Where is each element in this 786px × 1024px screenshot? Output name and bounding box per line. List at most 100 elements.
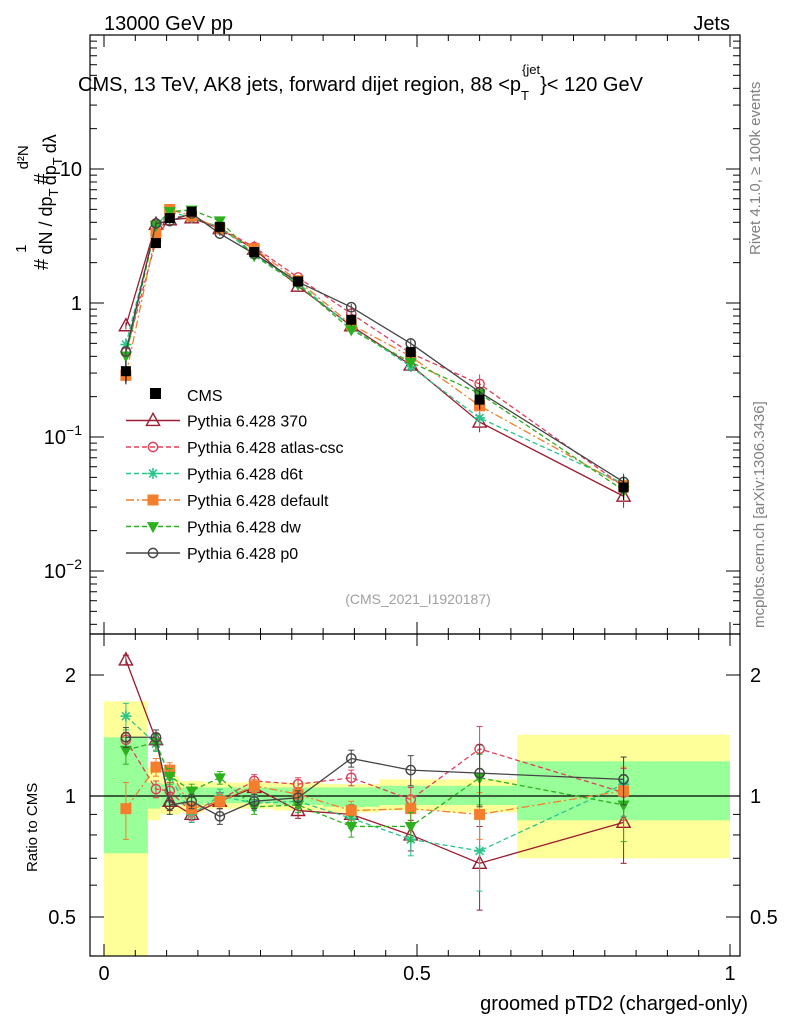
legend-entry-cms: CMS [150, 388, 223, 405]
ratio-point [345, 822, 358, 834]
band-green [323, 787, 380, 807]
main-plot: 10−2 10−1 1 10 [44, 34, 741, 635]
ratio-point [474, 845, 486, 857]
ylabel-hash1: # [31, 258, 53, 270]
ratio-point [119, 745, 132, 757]
energy-label: 13000 GeV pp [104, 13, 233, 35]
ratio-y-tick-label: 1 [65, 786, 76, 808]
ratio-point [617, 800, 630, 812]
ylabel-dlambda: dλ [40, 134, 60, 153]
series-point [404, 357, 417, 369]
legend-marker [147, 547, 159, 559]
star-stroke [475, 413, 485, 423]
series-point [345, 325, 358, 337]
legend-marker [147, 494, 159, 506]
data-point [249, 247, 260, 258]
main-frame [89, 34, 741, 635]
data-point [293, 276, 304, 287]
x-tick-label: 0.5 [403, 963, 431, 985]
series-line [125, 210, 624, 485]
legend-entry: Pythia 6.428 atlas-csc [126, 440, 344, 457]
ratio-point [345, 753, 357, 764]
ratio-point [405, 764, 417, 776]
legend-marker [146, 522, 160, 534]
legend-entry: Pythia 6.428 dw [126, 520, 301, 537]
legend-marker [145, 411, 161, 427]
chart-title-group: CMS, 13 TeV, AK8 jets, forward dijet reg… [78, 62, 644, 103]
series-point [150, 227, 162, 239]
ratio-ylabel: Ratio to CMS [24, 783, 41, 872]
ratio-point [214, 795, 226, 807]
ylabel-den2: dp [40, 165, 60, 185]
ylabel-hash2: # [31, 173, 53, 185]
x-axis-label: groomed pTD2 (charged-only) [480, 993, 748, 1015]
ratio-point [618, 774, 629, 785]
main-y-tick-label: 10 [60, 159, 82, 181]
legend-marker-cms [150, 388, 161, 399]
legend-entry: Pythia 6.428 370 [126, 411, 307, 431]
legend-entry: Pythia 6.428 p0 [126, 546, 298, 563]
main-y-tick-label: 10−2 [44, 556, 82, 583]
ratio-point [150, 731, 162, 743]
data-series-cms [120, 206, 629, 500]
ratio-point [164, 799, 176, 811]
ratio-series-pythia-6-428-p0 [120, 727, 629, 825]
main-y-tick-label: 1 [71, 293, 82, 315]
x-tick-label: 1 [724, 963, 735, 985]
main-y-tick-label: 10−1 [44, 422, 82, 449]
chart-title-sub: T [521, 88, 529, 103]
ylabel-sub1: T [46, 188, 61, 196]
legend-label: Pythia 6.428 370 [187, 414, 307, 431]
mcplots-credit: mcplots.cern.ch [arXiv:1306.3436] [751, 401, 768, 628]
legend-label: Pythia 6.428 dw [187, 520, 301, 537]
rivet-version: Rivet 4.1.0, ≥ 100k events [747, 82, 764, 255]
ratio-point [345, 805, 357, 817]
legend-entry: Pythia 6.428 default [126, 493, 329, 510]
ratio-point [345, 772, 357, 784]
ratio-point [290, 801, 306, 817]
category-label: Jets [693, 13, 730, 35]
data-point [150, 238, 161, 249]
ylabel-d2n: d²N [15, 145, 32, 169]
ratio-point [474, 767, 485, 779]
ratio-point [404, 822, 417, 834]
data-point [618, 482, 629, 493]
data-point [405, 347, 416, 358]
ratio-point [164, 785, 176, 797]
series-point [163, 207, 176, 219]
ratio-y-tick-label-right: 0.5 [750, 907, 778, 929]
ratio-point [214, 811, 226, 822]
series-point [474, 412, 486, 424]
ratio-y-tick-label-right: 2 [750, 665, 761, 687]
data-point [164, 213, 175, 224]
ratio-point [163, 771, 176, 783]
main-ylabel-text: #1 dN / dpT#d²NdpTdλ [13, 134, 65, 270]
ratio-point [405, 803, 417, 815]
series-point [150, 218, 162, 229]
ratio-point [248, 795, 260, 807]
chart-title-part2: }< 120 GeV [540, 74, 644, 96]
legend-marker [147, 468, 159, 479]
star-stroke [121, 711, 131, 721]
ratio-plot: 0 0.5 1 0.5 0.5 1 1 2 2 [48, 633, 778, 985]
star-stroke [148, 469, 158, 478]
data-point [474, 394, 485, 405]
legend-label: Pythia 6.428 p0 [187, 546, 298, 563]
chart-title-sup: {jet [522, 62, 540, 77]
main-series-pythia-6-428-370 [118, 209, 632, 508]
ratio-point [213, 773, 226, 785]
ylabel-one: 1 [13, 245, 30, 253]
ratio-y-tick-label-right: 1 [750, 786, 761, 808]
ylabel-den1: dN / dp [36, 196, 56, 254]
data-point [214, 221, 225, 232]
data-point [346, 314, 357, 325]
ratio-frame [89, 633, 741, 957]
ratio-y-tick-label: 0.5 [48, 907, 76, 929]
chart-title-part1: CMS, 13 TeV, AK8 jets, forward dijet reg… [78, 74, 521, 96]
data-point [120, 366, 131, 377]
ratio-point [118, 651, 134, 666]
ratio-point [185, 786, 198, 798]
ratio-point [292, 800, 305, 812]
series-point [118, 317, 134, 332]
